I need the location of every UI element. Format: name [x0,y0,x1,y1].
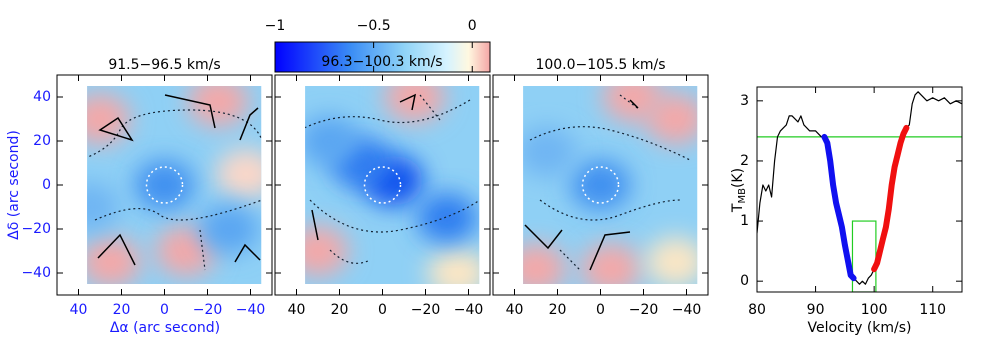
x-tick-label: 0 [596,302,605,318]
plot-frame [756,86,963,293]
map-blob [602,86,663,122]
x-tick-label: 20 [113,302,131,318]
panel-title: 96.3−100.3 km/s [321,54,442,70]
map-blob [87,94,130,144]
contour [305,99,471,129]
contour [311,209,319,241]
contour [309,199,480,233]
panel-title: 91.5−96.5 km/s [108,57,220,73]
map-blob [305,226,348,276]
x-tick-label: 90 [807,302,825,318]
map-blob [156,226,216,276]
colorbar-tick-label: −1 [265,18,286,34]
plot-area [757,91,962,292]
map-blob [216,149,262,199]
y-axis-label-sub: MB [737,188,748,204]
contour [399,93,417,111]
y-axis-label: TMB(K) [730,168,748,213]
map-blob [384,86,445,122]
x-tick-label: 110 [919,302,946,318]
y-tick-label: 0 [42,177,51,193]
y-tick-label: 40 [33,89,51,105]
x-tick-label: −20 [411,302,441,318]
colorbar-tick-label: 0 [468,18,477,34]
x-tick-label: −40 [672,302,702,318]
contour [239,107,259,141]
y-axis-label-main: T [730,203,746,213]
spectrum-line [821,133,857,282]
map-blob [523,243,566,284]
map-blob [199,204,259,254]
contour [98,116,134,142]
spectrum-line [871,124,910,273]
map-blob [87,182,120,232]
y-tick-label: 0 [740,273,749,289]
contour [419,94,441,121]
x-tick-label: −20 [193,302,223,318]
x-tick-label: 40 [288,302,306,318]
contour [539,199,681,221]
colorbar-tick-label: −0.5 [357,18,391,34]
panel-title: 100.0−105.5 km/s [535,57,665,73]
x-axis-label: Δα (arc second) [110,320,220,336]
y-axis-label: Δδ (arc second) [6,130,22,240]
contour [529,126,691,161]
x-tick-label: 80 [748,302,766,318]
x-tick-label: 40 [70,302,88,318]
x-tick-label: 40 [506,302,524,318]
map-blob [523,127,577,177]
contour [97,233,136,266]
map-image [87,86,262,284]
contour [589,231,631,271]
map-image [305,86,480,284]
x-tick-label: −40 [236,302,266,318]
x-tick-label: 0 [160,302,169,318]
map-blob [427,248,480,284]
contour [524,224,563,250]
y-tick-label: 20 [33,133,51,149]
map-blob [305,116,359,166]
beam [145,166,184,204]
x-tick-label: −20 [629,302,659,318]
spectrum-line [757,91,962,285]
colorbar [274,41,491,73]
beam [363,166,402,204]
contour [199,229,206,271]
y-tick-label: 2 [740,153,749,169]
beam [581,166,620,204]
contour [87,109,262,159]
map-blob [570,160,631,210]
contour [94,199,262,221]
y-tick-label: 1 [740,213,749,229]
y-tick-label: −20 [21,221,51,237]
contour [629,99,639,109]
contour [234,243,261,263]
x-tick-label: 20 [549,302,567,318]
x-tick-label: 100 [861,302,888,318]
x-axis-label: Velocity (km/s) [807,320,911,336]
map-image [523,86,698,284]
map-blob [417,193,477,243]
y-axis-label-rest: (K) [730,168,746,188]
x-tick-label: −40 [454,302,484,318]
y-tick-label: −40 [21,265,51,281]
y-tick-label: 3 [740,93,749,109]
map-blob [645,237,698,284]
contour [164,94,216,129]
x-tick-label: 0 [378,302,387,318]
contour [329,249,371,264]
map-blob [134,160,195,210]
x-tick-label: 20 [331,302,349,318]
